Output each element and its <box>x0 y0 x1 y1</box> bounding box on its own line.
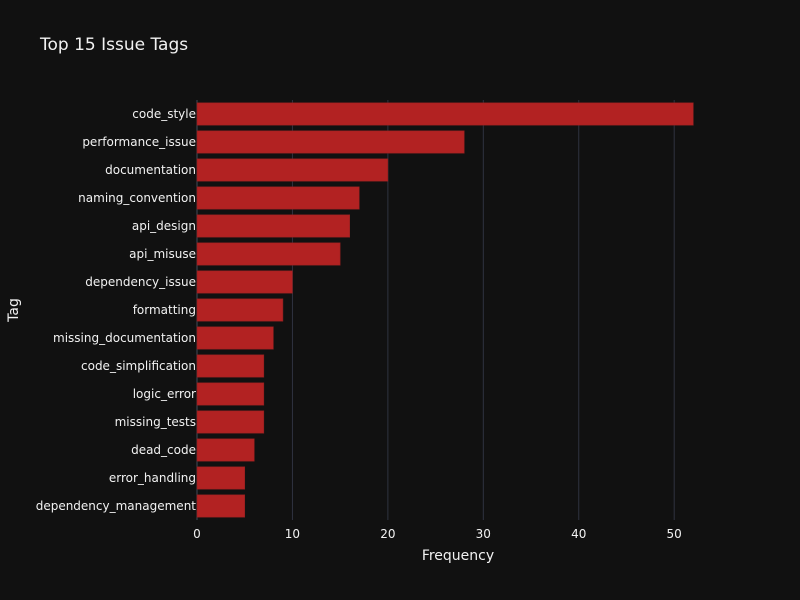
x-tick-label: 50 <box>667 527 682 541</box>
chart-title: Top 15 Issue Tags <box>39 35 188 55</box>
bar-missing-tests[interactable] <box>196 410 265 434</box>
y-tick-label: logic_error <box>133 387 196 401</box>
y-tick-label: performance_issue <box>82 135 196 149</box>
bar-missing-documentation[interactable] <box>196 326 274 350</box>
x-tick-label: 30 <box>476 527 491 541</box>
y-tick-label: formatting <box>133 303 196 317</box>
bar-dependency-issue[interactable] <box>196 270 293 294</box>
x-tick-label: 0 <box>193 527 201 541</box>
y-tick-label: naming_convention <box>78 191 196 205</box>
bar-documentation[interactable] <box>196 158 389 182</box>
y-tick-label: missing_documentation <box>53 331 196 345</box>
y-tick-label: api_misuse <box>129 247 196 261</box>
bar-api-design[interactable] <box>196 214 351 238</box>
bar-code-style[interactable] <box>196 102 694 126</box>
y-tick-label: code_simplification <box>81 359 196 373</box>
x-tick-label: 20 <box>380 527 395 541</box>
bar-naming-convention[interactable] <box>196 186 360 210</box>
bars-layer <box>196 102 694 518</box>
y-tick-label: missing_tests <box>115 415 196 429</box>
y-tick-label: dead_code <box>131 443 196 457</box>
bar-api-misuse[interactable] <box>196 242 341 266</box>
bar-logic-error[interactable] <box>196 382 265 406</box>
bar-code-simplification[interactable] <box>196 354 265 378</box>
x-tick-label: 40 <box>571 527 586 541</box>
y-tick-label: dependency_management <box>36 499 197 513</box>
y-tick-label: api_design <box>132 219 196 233</box>
bar-dead-code[interactable] <box>196 438 255 462</box>
y-tick-labels: code_style performance_issue documentation… <box>36 107 197 513</box>
x-tick-labels: 0 10 20 30 40 50 <box>193 527 682 541</box>
y-tick-label: code_style <box>132 107 196 121</box>
y-tick-label: dependency_issue <box>85 275 196 289</box>
y-axis-title: Tag <box>6 298 22 323</box>
bar-performance-issue[interactable] <box>196 130 465 154</box>
bar-formatting[interactable] <box>196 298 284 322</box>
bar-error-handling[interactable] <box>196 466 246 490</box>
y-tick-label: error_handling <box>109 471 196 485</box>
x-axis-title: Frequency <box>422 548 494 564</box>
y-tick-label: documentation <box>105 163 196 177</box>
bar-dependency-management[interactable] <box>196 494 246 518</box>
x-tick-label: 10 <box>285 527 300 541</box>
